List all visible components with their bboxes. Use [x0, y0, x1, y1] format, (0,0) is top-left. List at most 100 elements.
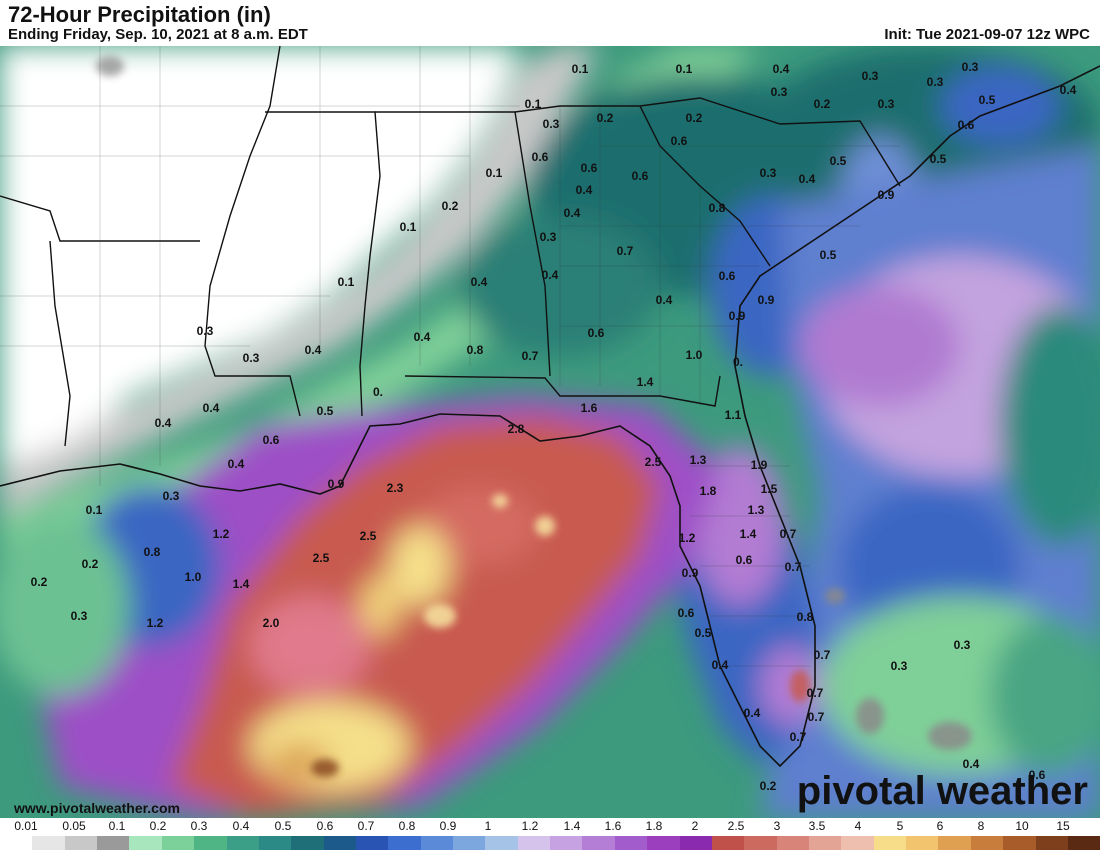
precip-value-label: 0.9 [328, 477, 345, 491]
legend-tick-label: 10 [1015, 819, 1029, 833]
precip-value-label: 1.0 [185, 570, 202, 584]
state-boundaries [0, 46, 901, 447]
legend-swatch [744, 836, 777, 850]
precip-value-label: 0.4 [712, 658, 729, 672]
precip-value-label: 1.1 [725, 408, 742, 422]
precip-value-label: 0.7 [807, 686, 824, 700]
legend-swatch [647, 836, 680, 850]
precip-value-label: 0.4 [744, 706, 761, 720]
precip-value-label: 0.1 [486, 166, 503, 180]
precip-value-label: 0.7 [808, 710, 825, 724]
precip-value-label: 0.3 [862, 69, 879, 83]
color-scale-legend: 0.01 0.05 0.1 0.2 0.3 0.4 0.5 0.6 0.7 0.8 0.9 1 1.2 1… [0, 818, 1100, 850]
legend-swatch [938, 836, 971, 850]
precip-value-label: 0.4 [471, 275, 488, 289]
legend-swatch [388, 836, 421, 850]
precip-value-label: 0.4 [203, 401, 220, 415]
precip-value-label: 0.8 [797, 610, 814, 624]
precip-value-label: 0.3 [163, 489, 180, 503]
precip-value-label: 2.5 [360, 529, 377, 543]
precip-value-label: 0.1 [676, 62, 693, 76]
legend-swatch [906, 836, 939, 850]
precip-value-label: 1.4 [637, 375, 654, 389]
legend-swatch [1003, 836, 1036, 850]
precip-value-label: 2.5 [313, 551, 330, 565]
precip-value-label: 0.2 [686, 111, 703, 125]
legend-swatch [841, 836, 874, 850]
precip-value-label: 1.2 [147, 616, 164, 630]
precip-value-label: 0.5 [317, 404, 334, 418]
precip-value-label: 0.1 [525, 97, 542, 111]
legend-tick-label: 0.05 [62, 819, 86, 833]
legend-tick-label: 0.3 [190, 819, 208, 833]
precip-value-label: 1.3 [690, 453, 707, 467]
precipitation-map: 0.1 0.1 0.4 0.3 0.3 0.3 0.3 0.2 0.3 0.5 0.4 0.1 0.3 0… [0, 46, 1100, 818]
legend-swatch [614, 836, 648, 850]
precip-value-label: 0.6 [1029, 768, 1046, 782]
legend-tick-label: 0.5 [274, 819, 292, 833]
legend-tick-label: 1.8 [645, 819, 663, 833]
precip-value-label: 0.2 [814, 97, 831, 111]
legend-swatch [453, 836, 486, 850]
legend-swatch [970, 836, 1004, 850]
legend-tick-label: 1 [484, 819, 492, 833]
precip-labels: 0.1 0.1 0.4 0.30.30.30.30.2 0.3 0.50.40.10.3 0… [31, 60, 1077, 793]
legend-swatch [355, 836, 389, 850]
precip-value-label: 0.4 [656, 293, 673, 307]
precip-value-label: 0.6 [671, 134, 688, 148]
precip-value-label: 0.7 [814, 648, 831, 662]
map-title: 72-Hour Precipitation (in) [8, 2, 271, 27]
coastline [0, 65, 1100, 768]
legend-tick-label: 0.7 [357, 819, 375, 833]
precip-value-label: 1.6 [581, 401, 598, 415]
precip-value-label: 0.3 [543, 117, 560, 131]
precip-value-label: 0.7 [790, 730, 807, 744]
precip-value-label: 0.4 [564, 206, 581, 220]
legend-tick-label: 0.4 [232, 819, 250, 833]
precip-value-label: 1.9 [751, 458, 768, 472]
precip-value-label: 0.3 [540, 230, 557, 244]
precip-value-label: 0.2 [82, 557, 99, 571]
legend-swatch [291, 836, 324, 850]
legend-tick-label: 4 [854, 819, 862, 833]
precip-value-label: 0.3 [760, 166, 777, 180]
legend-swatch [323, 836, 356, 850]
precip-value-label: 0.1 [86, 503, 103, 517]
legend-swatch [776, 836, 809, 850]
precip-value-label: 0.4 [773, 62, 790, 76]
precip-value-label: 0.4 [799, 172, 816, 186]
legend-tick-label: 3 [773, 819, 781, 833]
precip-value-label: 0.5 [979, 93, 996, 107]
precip-value-label: 0.1 [338, 275, 355, 289]
precip-value-label: 0.4 [155, 416, 172, 430]
precip-value-label: 0.9 [729, 309, 746, 323]
legend-tick-label: 5 [896, 819, 904, 833]
legend-tick-label: 8 [977, 819, 985, 833]
precip-value-label: 0.3 [197, 324, 214, 338]
legend-swatch [1035, 836, 1068, 850]
precip-value-label: 0.6 [263, 433, 280, 447]
precip-value-label: 1.4 [233, 577, 250, 591]
legend-tick-label: 0.9 [439, 819, 457, 833]
precip-value-label: 0.9 [878, 188, 895, 202]
precip-value-label: 0.2 [442, 199, 459, 213]
precip-value-label: 1.2 [213, 527, 230, 541]
precip-value-label: 0.6 [632, 169, 649, 183]
legend-swatch [32, 836, 65, 850]
precip-value-label: 0.5 [695, 626, 712, 640]
legend-swatch [517, 836, 551, 850]
legend-tick-label: 15 [1056, 819, 1070, 833]
precip-value-label: 0.2 [597, 111, 614, 125]
precip-value-label: 0.9 [758, 293, 775, 307]
legend-tick-label: 0.2 [149, 819, 167, 833]
legend-swatch [226, 836, 259, 850]
legend-swatch [97, 836, 130, 850]
precip-value-label: 0.6 [581, 161, 598, 175]
legend-swatch [679, 836, 712, 850]
brand-logo: pivotal weather [796, 769, 1088, 813]
precip-value-label: 1.8 [700, 484, 717, 498]
precip-value-label: 0.7 [785, 560, 802, 574]
precip-value-label: 0.2 [31, 575, 48, 589]
precip-value-label: 0.4 [414, 330, 431, 344]
precip-value-label: 0.3 [71, 609, 88, 623]
